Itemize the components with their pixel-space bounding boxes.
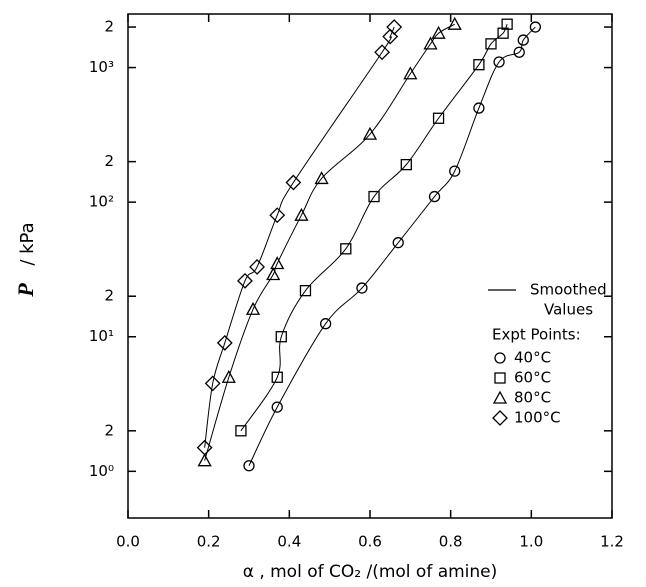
point bbox=[517, 34, 529, 46]
point bbox=[362, 126, 378, 140]
point bbox=[271, 371, 283, 383]
legend-marker bbox=[492, 390, 508, 404]
point bbox=[386, 19, 403, 35]
point bbox=[294, 207, 309, 221]
point bbox=[513, 46, 525, 58]
y-tick-label: 2 bbox=[104, 18, 114, 36]
point bbox=[285, 174, 302, 191]
x-tick-label: 0.8 bbox=[439, 533, 463, 551]
point bbox=[204, 375, 221, 392]
point bbox=[299, 285, 312, 297]
x-tick-label: 1.2 bbox=[600, 533, 624, 551]
legend-marker bbox=[494, 372, 506, 384]
plot-frame bbox=[127, 13, 613, 519]
legend-marker bbox=[494, 352, 506, 364]
legend-title: Expt Points: bbox=[492, 326, 581, 344]
point bbox=[275, 331, 287, 343]
legend-label: Values bbox=[544, 301, 593, 319]
point bbox=[473, 59, 485, 71]
y-tick-label: 2 bbox=[104, 421, 114, 439]
point bbox=[340, 243, 352, 255]
y-axis-label: P / kPa bbox=[13, 222, 38, 297]
point bbox=[269, 207, 286, 224]
point bbox=[473, 102, 485, 114]
legend-entry: 100°C bbox=[514, 409, 561, 427]
point bbox=[497, 27, 509, 39]
y-tick-label: 2 bbox=[104, 152, 114, 170]
point bbox=[449, 165, 461, 177]
point bbox=[485, 38, 497, 50]
x-tick-label: 0.2 bbox=[197, 533, 221, 551]
y-axis-symbol: P bbox=[13, 283, 38, 298]
point bbox=[243, 460, 255, 472]
point bbox=[216, 334, 233, 351]
point bbox=[432, 112, 445, 124]
point bbox=[423, 36, 438, 50]
point bbox=[237, 272, 253, 289]
point bbox=[403, 66, 418, 80]
y-tick-label: 10² bbox=[89, 193, 114, 211]
point bbox=[235, 425, 247, 437]
x-tick-label: 1.0 bbox=[519, 533, 543, 551]
x-tick-label: 0.0 bbox=[116, 533, 140, 551]
point bbox=[314, 171, 329, 185]
y-tick-label: 10⁰ bbox=[89, 462, 114, 480]
point bbox=[270, 256, 285, 270]
smoothed-curve bbox=[204, 23, 455, 461]
point bbox=[501, 18, 513, 30]
y-tick-label: 10³ bbox=[89, 58, 114, 76]
point bbox=[271, 401, 283, 413]
smoothed-curve bbox=[204, 26, 395, 448]
legend-entry: 80°C bbox=[514, 389, 551, 407]
point bbox=[266, 267, 281, 281]
x-tick-label: 0.4 bbox=[277, 533, 301, 551]
point bbox=[245, 301, 261, 315]
x-tick-label: 0.6 bbox=[358, 533, 382, 551]
point bbox=[392, 237, 404, 249]
legend-entry: 60°C bbox=[514, 369, 551, 387]
point bbox=[368, 190, 380, 203]
point bbox=[221, 369, 236, 383]
smoothed-curve bbox=[248, 26, 536, 466]
y-axis-unit: / kPa bbox=[17, 222, 38, 265]
point bbox=[529, 21, 542, 33]
point bbox=[493, 56, 505, 68]
legend-entry: 40°C bbox=[514, 349, 551, 367]
point bbox=[428, 190, 441, 203]
legend-label: Smoothed bbox=[530, 281, 607, 299]
point bbox=[374, 44, 391, 61]
y-tick-label: 10¹ bbox=[89, 327, 114, 345]
point bbox=[197, 453, 212, 467]
point bbox=[356, 282, 368, 294]
point bbox=[319, 318, 332, 330]
legend-marker bbox=[492, 410, 508, 426]
point bbox=[431, 25, 446, 39]
x-axis-label: α , mol of CO₂ /(mol of amine) bbox=[243, 562, 498, 582]
y-tick-label: 2 bbox=[104, 287, 114, 305]
point bbox=[447, 16, 462, 30]
smoothed-curve bbox=[240, 23, 508, 432]
point bbox=[400, 158, 412, 171]
point bbox=[196, 439, 213, 456]
point bbox=[249, 259, 265, 275]
